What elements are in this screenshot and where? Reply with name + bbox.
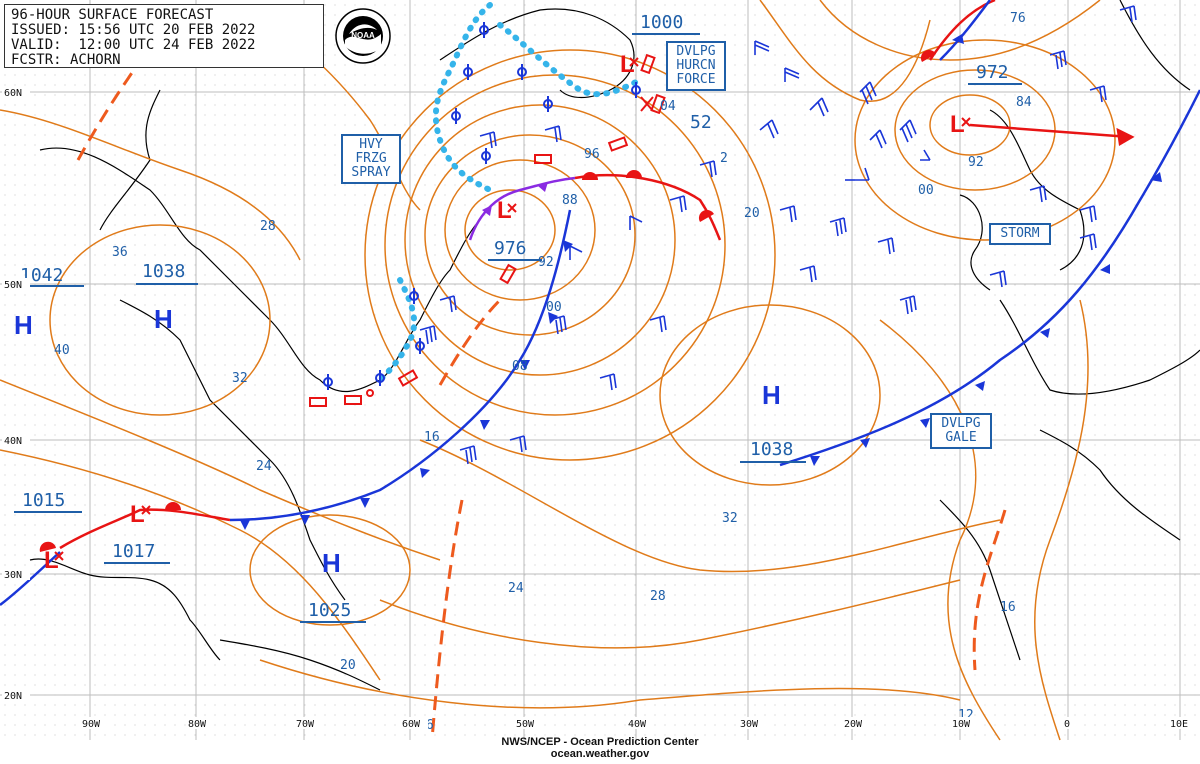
pressure-value: 976	[494, 238, 527, 259]
latitude-label: 40N	[4, 436, 22, 447]
isobar-label: 16	[424, 430, 440, 445]
isobar-label: 2	[720, 151, 728, 166]
longitude-label: 90W	[82, 719, 101, 730]
isobar-label: 92	[538, 255, 554, 270]
occluded-front	[468, 176, 576, 241]
pressure-value: 1000	[640, 12, 683, 33]
low-symbols: L L L L L	[44, 51, 965, 574]
isobar-label: 20	[340, 658, 356, 673]
longitude-label: 10W	[952, 719, 971, 730]
footer-agency: NWS/NCEP - Ocean Prediction Center	[501, 736, 699, 748]
low-x-marks	[54, 57, 971, 561]
pressure-value: 1015	[22, 490, 65, 511]
low-symbol: L	[44, 547, 59, 574]
svg-text:NOAA: NOAA	[351, 31, 375, 40]
icing-symbols	[323, 22, 641, 390]
forecast-title: 96-HOUR SURFACE FORECAST	[11, 7, 214, 23]
isobar-label: 84	[1016, 95, 1032, 110]
longitude-label: 50W	[516, 719, 535, 730]
isobar-label: 40	[54, 343, 70, 358]
cold-front-atlantic	[779, 89, 1200, 467]
warm-front-newfoundland	[574, 174, 722, 241]
isobar-label: 24	[508, 581, 524, 596]
cold-front-north	[939, 0, 991, 61]
isobar-label: 88	[562, 193, 578, 208]
warm-front-gulf	[59, 508, 231, 550]
high-symbol: H	[322, 548, 341, 578]
longitude-label: 0	[1064, 719, 1070, 730]
high-symbol: H	[154, 304, 173, 334]
low-symbol: L	[497, 197, 512, 224]
longitude-label: 30W	[740, 719, 759, 730]
isobar-label: 76	[1010, 11, 1026, 26]
pressure-value: 1038	[142, 261, 185, 282]
storm-box: STORM	[989, 223, 1051, 245]
isobar-label: 04	[660, 99, 676, 114]
issued-time: ISSUED: 15:56 UTC 20 FEB 2022	[11, 22, 256, 38]
valid-time: VALID: 12:00 UTC 24 FEB 2022	[11, 37, 256, 53]
footer-url: ocean.weather.gov	[550, 748, 650, 760]
longitude-label: 40W	[628, 719, 647, 730]
isobar-labels: 28 36 40 32 24 16 08 00 92 88 96 04 52 2…	[54, 11, 1032, 733]
pressure-value: 972	[976, 62, 1009, 83]
high-symbols: H H H H	[14, 304, 781, 578]
longitude-label: 70W	[296, 719, 315, 730]
low-symbol: L	[130, 501, 145, 528]
isobar-label: 36	[112, 245, 128, 260]
isobar-label: 08	[512, 359, 528, 374]
isobar-label: 96	[584, 147, 600, 162]
isobar-label: 20	[744, 206, 760, 221]
forecast-header: 96-HOUR SURFACE FORECAST ISSUED: 15:56 U…	[4, 4, 324, 68]
wind-barbs	[419, 5, 1137, 465]
latitude-label: 30N	[4, 570, 22, 581]
dvlpg-gale-box: DVLPG GALE	[930, 413, 992, 449]
isobar-label: 28	[650, 589, 666, 604]
isobars	[0, 0, 1116, 741]
noaa-logo: NOAA	[335, 8, 391, 64]
hvy-frzg-spray-box: HVY FRZG SPRAY	[341, 134, 401, 184]
latitude-label: 50N	[4, 280, 22, 291]
isobar-label: 16	[1000, 600, 1016, 615]
dvlpg-hurcn-force-box: DVLPG HURCN FORCE	[666, 41, 726, 91]
cold-front-main	[229, 209, 572, 522]
warm-front-symbols	[582, 170, 714, 222]
storm-track-iceland	[969, 123, 1135, 147]
isobar-label: 52	[690, 112, 712, 133]
cold-front-symbols	[240, 240, 573, 530]
longitude-label: 60W	[402, 719, 421, 730]
forecaster: FCSTR: ACHORN	[11, 52, 121, 68]
latitude-labels: 60N 50N 40N 30N 20N	[2, 86, 30, 702]
pressure-value: 1017	[112, 541, 155, 562]
pressure-values: 1042 1038 1038 1025 1017 976 1000 972 10…	[14, 12, 1022, 623]
isobar-label: 24	[256, 459, 272, 474]
isobar-label: 32	[232, 371, 248, 386]
high-symbol: H	[14, 310, 33, 340]
high-symbol: H	[762, 380, 781, 410]
longitude-label: 10E	[1170, 719, 1188, 730]
isobar-label: 00	[918, 183, 934, 198]
pressure-value: 1025	[308, 600, 351, 621]
low-symbol: L	[950, 111, 965, 138]
longitude-label: 20W	[844, 719, 863, 730]
ice-edge	[377, 2, 643, 383]
longitude-label: 80W	[188, 719, 207, 730]
isobar-label: 00	[546, 300, 562, 315]
hurricane-force-symbols	[640, 96, 654, 112]
latitude-label: 60N	[4, 88, 22, 99]
isobar-label: 92	[968, 155, 984, 170]
isobar-label: 32	[722, 511, 738, 526]
pressure-value: 1042	[20, 265, 63, 286]
pressure-value: 1038	[750, 439, 793, 460]
graticule	[0, 0, 1200, 740]
freezing-spray-markers	[309, 53, 666, 407]
longitude-labels: 90W 80W 70W 60W 50W 40W 30W 20W 10W 0 10…	[80, 717, 1196, 730]
troughs	[76, 63, 1007, 741]
occluded-front-symbols	[482, 182, 548, 216]
isobar-label: 28	[260, 219, 276, 234]
latitude-label: 20N	[4, 691, 22, 702]
